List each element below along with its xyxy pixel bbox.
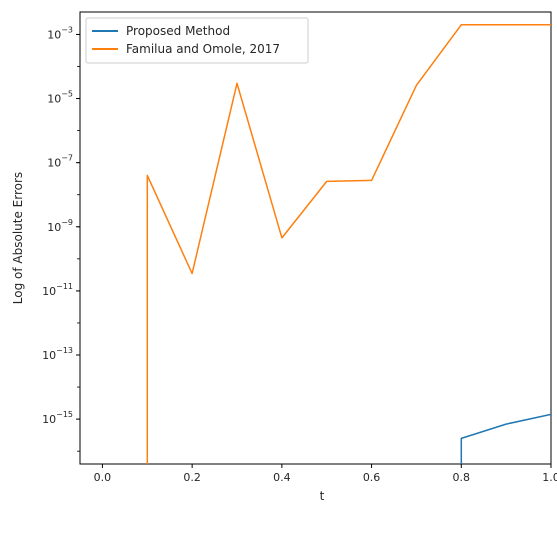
y-tick-label: 10−5 [47,90,73,106]
y-tick-label: 10−13 [42,346,73,362]
legend-label: Familua and Omole, 2017 [126,42,280,56]
x-axis-label: t [320,489,325,503]
x-tick-label: 0.0 [94,471,112,484]
x-tick-label: 0.2 [183,471,201,484]
y-axis: 10−15 10−13 10−11 10−9 10−7 10−5 10−3 [42,25,80,452]
y-tick-label: 10−15 [42,410,73,426]
legend-label: Proposed Method [126,24,230,38]
x-tick-label: 0.8 [453,471,471,484]
x-tick-label: 1.0 [542,471,557,484]
series-layer [146,24,551,464]
legend: Proposed Method Familua and Omole, 2017 [85,17,309,64]
y-tick-label: 10−11 [42,282,73,298]
y-tick-label: 10−7 [47,154,73,170]
x-tick-label: 0.6 [363,471,381,484]
x-axis: 0.0 0.2 0.4 0.6 0.8 1.0 [94,464,557,484]
x-tick-label: 0.4 [273,471,291,484]
legend-box [85,17,309,64]
y-tick-label: 10−3 [47,25,73,41]
y-axis-label: Log of Absolute Errors [11,172,25,304]
y-tick-label: 10−9 [47,218,73,234]
series-line-familua-omole [146,24,551,464]
plot-area [79,11,552,465]
plot-frame [79,11,552,465]
series-line-proposed-method [460,413,551,464]
